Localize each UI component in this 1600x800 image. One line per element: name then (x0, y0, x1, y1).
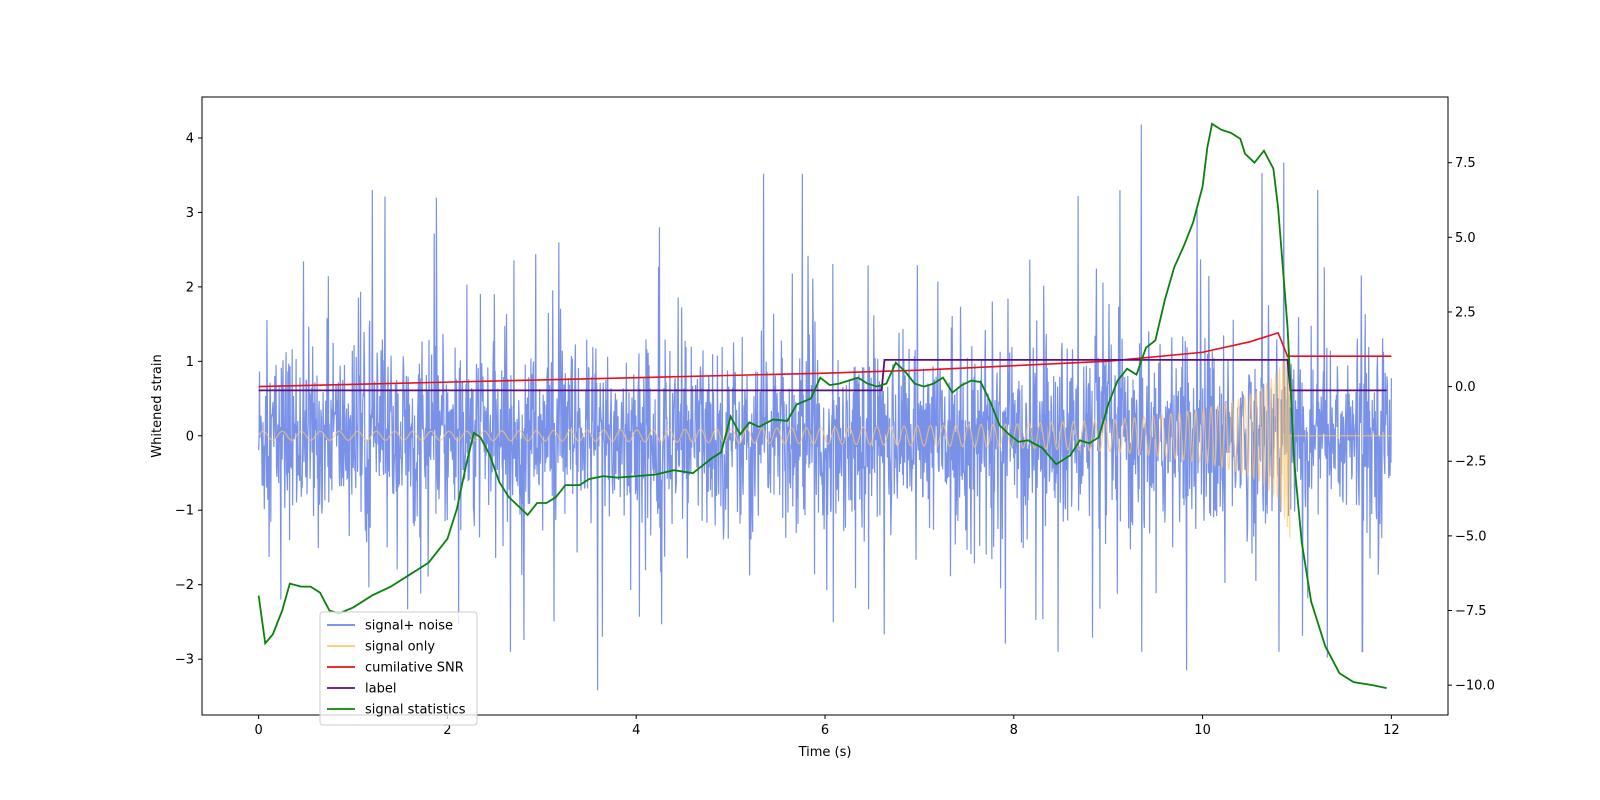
y-tick-label: 3 (186, 206, 194, 221)
x-tick-label: 2 (443, 723, 451, 738)
x-tick-label: 4 (632, 723, 640, 738)
x-axis-label: Time (s) (798, 745, 852, 760)
y2-tick-label: −10.0 (1455, 679, 1495, 694)
x-tick-label: 8 (1010, 723, 1018, 738)
y-tick-label: 1 (186, 355, 194, 370)
y2-tick-label: 5.0 (1455, 231, 1476, 246)
y-axis-left: −3 −2 −1 0 1 2 3 4 (175, 131, 202, 668)
y-tick-label: 0 (186, 429, 194, 444)
y-tick-label: 2 (186, 280, 194, 295)
y2-tick-label: −5.0 (1455, 529, 1487, 544)
y-tick-label: 4 (186, 131, 194, 146)
legend-label: signal only (365, 640, 435, 655)
x-tick-label: 6 (821, 723, 829, 738)
series-signal-only (258, 340, 1392, 538)
legend-label: signal statistics (365, 703, 466, 718)
legend-label: label (365, 682, 396, 697)
y-tick-label: −1 (175, 504, 194, 519)
legend: signal+ noise signal only cumilative SNR la… (319, 611, 478, 726)
series-signal-statistics (257, 122, 1387, 690)
y2-tick-label: −7.5 (1455, 604, 1487, 619)
y2-tick-label: 7.5 (1455, 156, 1476, 171)
series-cumulative-snr (258, 331, 1392, 388)
legend-label: cumilative SNR (365, 661, 464, 676)
series-label (258, 358, 1387, 392)
y-tick-label: −2 (175, 578, 194, 593)
x-tick-label: 10 (1194, 723, 1211, 738)
legend-box (319, 611, 478, 726)
y-axis-label: Whitened strain (150, 354, 165, 457)
x-tick-label: 0 (254, 723, 262, 738)
y-axis-right: −10.0 −7.5 −5.0 −2.5 0.0 2.5 5.0 7.5 (1448, 156, 1495, 694)
series-signal-noise (258, 124, 1392, 691)
y2-tick-label: 2.5 (1455, 305, 1476, 320)
y2-tick-label: 0.0 (1455, 380, 1476, 395)
x-tick-label: 12 (1383, 723, 1400, 738)
y-tick-label: −3 (175, 653, 194, 668)
legend-label: signal+ noise (365, 619, 453, 634)
y2-tick-label: −2.5 (1455, 455, 1487, 470)
plot-area (257, 122, 1392, 691)
